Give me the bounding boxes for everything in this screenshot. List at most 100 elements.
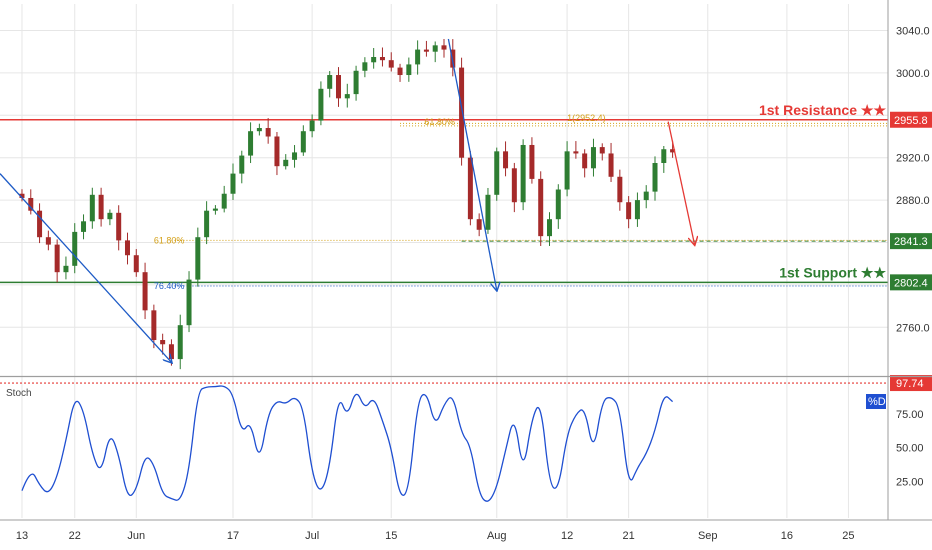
candle xyxy=(151,304,157,349)
candle xyxy=(406,57,412,82)
chart-labels: 1st Resistance ★★ 1st Support ★★ 61.80% 1(2… xyxy=(154,102,887,291)
candle xyxy=(415,40,421,75)
candle-body xyxy=(582,153,588,169)
candle-body xyxy=(362,62,368,71)
candle-body xyxy=(81,221,87,232)
candle xyxy=(256,123,262,136)
candle xyxy=(608,142,614,183)
price-tick-label: 2880.0 xyxy=(896,195,930,207)
support-price-badge: 2802.4 xyxy=(890,274,932,291)
candle-body xyxy=(371,57,377,63)
candle xyxy=(503,141,509,177)
stochastic-pane: Stoch 75.00 50.00 25.00 97.74 %D xyxy=(0,375,932,502)
candle-body xyxy=(555,189,561,220)
candle xyxy=(652,156,658,201)
candle-body xyxy=(124,240,130,256)
candle-body xyxy=(538,178,544,237)
candlestick-series xyxy=(19,38,676,370)
candle xyxy=(494,147,500,201)
candle-body xyxy=(406,64,412,76)
candle-body xyxy=(186,279,192,326)
candle xyxy=(283,154,289,170)
candle xyxy=(177,314,183,370)
candle-body xyxy=(151,310,157,341)
stoch-level-badge-bg xyxy=(890,375,932,392)
candle-body xyxy=(318,88,324,121)
candle xyxy=(37,203,43,244)
fib-upper-label: 61.80% xyxy=(424,117,455,127)
candle xyxy=(133,249,139,277)
projected-arrow xyxy=(667,121,694,245)
trend-arrows xyxy=(0,38,695,362)
candle xyxy=(230,163,236,200)
time-tick-label: 17 xyxy=(227,530,239,542)
fib-blue-label: 76.40% xyxy=(154,281,185,291)
candle-body xyxy=(344,94,350,99)
candle-body xyxy=(652,163,658,192)
candle-body xyxy=(520,144,526,203)
resistance-price-badge-bg xyxy=(890,111,932,128)
candle-body xyxy=(353,70,359,95)
candle-body xyxy=(274,136,280,167)
candle-body xyxy=(467,157,473,220)
candle-body xyxy=(388,60,394,68)
time-tick-label: Sep xyxy=(698,530,718,542)
candle xyxy=(467,150,473,226)
candle-body xyxy=(283,159,289,167)
candle xyxy=(309,114,315,138)
candle-body xyxy=(204,210,210,238)
support-price-badge-bg xyxy=(890,274,932,291)
stoch-series-badge-bg xyxy=(866,394,886,409)
candle xyxy=(107,209,113,226)
candle xyxy=(441,38,447,58)
candle xyxy=(643,185,649,209)
candle-body xyxy=(661,149,667,163)
candle xyxy=(661,146,667,173)
candle xyxy=(292,145,298,168)
candle-body xyxy=(142,272,148,311)
candle-body xyxy=(643,191,649,201)
support-label: 1st Support ★★ xyxy=(779,264,886,280)
candle-body xyxy=(177,325,183,360)
candle xyxy=(573,141,579,159)
candle xyxy=(371,48,377,69)
candle-body xyxy=(107,212,113,220)
candle xyxy=(274,131,280,176)
candle-body xyxy=(564,151,570,190)
grid xyxy=(0,4,888,518)
stoch-tick-label: 75.00 xyxy=(896,409,924,421)
time-tick-label: Aug xyxy=(487,530,507,542)
time-tick-label: 16 xyxy=(781,530,793,542)
candle xyxy=(423,40,429,57)
candle xyxy=(529,137,535,184)
candle xyxy=(28,189,34,215)
stoch-line xyxy=(21,385,674,502)
candle-body xyxy=(397,67,403,76)
candle-body xyxy=(309,120,315,132)
candle-body xyxy=(415,49,421,65)
resistance-price-badge: 2955.8 xyxy=(890,111,932,128)
candle xyxy=(212,205,218,215)
candle xyxy=(555,184,561,229)
candle-body xyxy=(503,151,509,169)
candle-body xyxy=(19,193,25,198)
candle-body xyxy=(511,168,517,203)
candle-body xyxy=(300,131,306,153)
mid-price-badge: 2841.3 xyxy=(890,233,932,250)
candle xyxy=(186,271,192,333)
candle xyxy=(54,239,60,283)
candle-body xyxy=(72,231,78,266)
candle-body xyxy=(494,151,500,195)
candle xyxy=(81,214,87,240)
candle-body xyxy=(670,149,676,153)
resistance-price-badge-text: 2955.8 xyxy=(894,115,928,127)
candle xyxy=(142,262,148,320)
candle-body xyxy=(63,265,69,273)
candle-body xyxy=(265,128,271,137)
candle xyxy=(590,138,596,177)
candle xyxy=(221,185,227,213)
candle-body xyxy=(168,344,174,360)
candle-body xyxy=(221,193,227,209)
time-tick-label: 21 xyxy=(623,530,635,542)
